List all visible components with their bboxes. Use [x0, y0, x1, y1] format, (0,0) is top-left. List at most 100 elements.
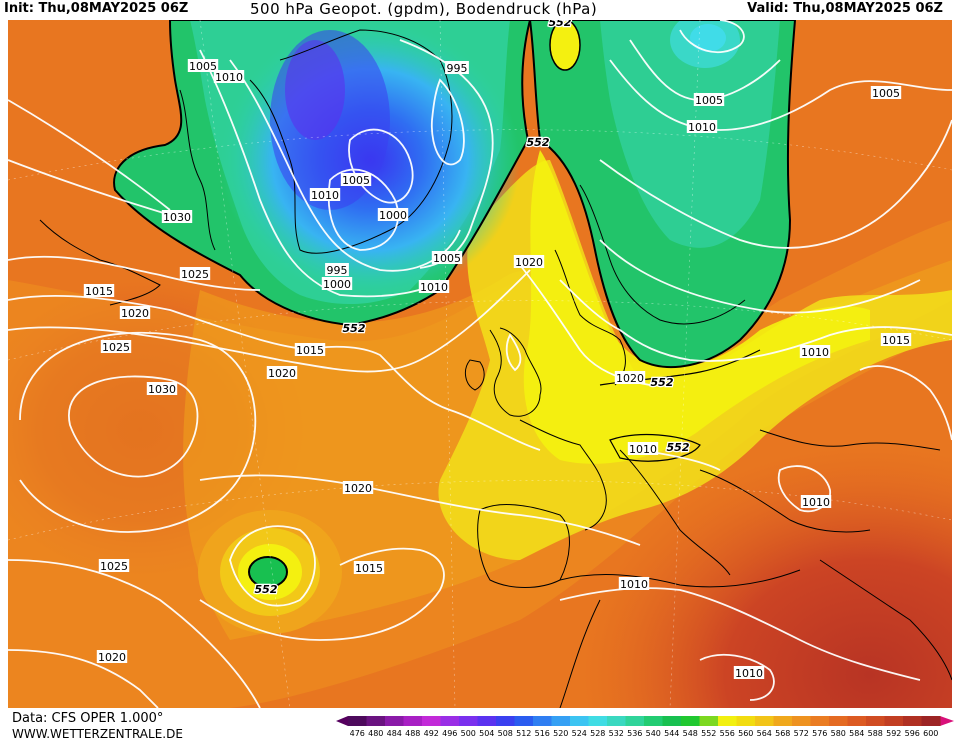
legend-swatch	[348, 716, 367, 726]
isobar-label: 1010	[799, 345, 831, 359]
isobar-label: 1010	[418, 280, 450, 294]
legend-tick-label: 584	[849, 729, 864, 738]
map-title: 500 hPa Geopot. (gpdm), Bodendruck (hPa)	[250, 0, 598, 18]
legend-swatch	[366, 716, 386, 726]
svg-text:1015: 1015	[85, 285, 113, 298]
svg-text:1020: 1020	[515, 256, 543, 269]
svg-text:1010: 1010	[629, 443, 657, 456]
legend-swatch	[736, 716, 756, 726]
isobar-label: 1020	[342, 481, 374, 495]
legend-swatch	[884, 716, 904, 726]
legend-swatch	[496, 716, 515, 726]
isobar-label: 1005	[187, 59, 219, 73]
legend-tick-label: 528	[590, 729, 605, 738]
svg-text:1005: 1005	[342, 174, 370, 187]
isobar-label: 1005	[693, 93, 725, 107]
isobar-label: 995	[325, 263, 349, 277]
legend-tick-label: 512	[516, 729, 531, 738]
isobar-label: 1005	[870, 86, 902, 100]
legend-tick-label: 532	[609, 729, 624, 738]
svg-text:1005: 1005	[695, 94, 723, 107]
legend-swatch	[847, 716, 867, 726]
legend-tick-label: 564	[757, 729, 772, 738]
svg-text:1000: 1000	[379, 209, 407, 222]
isobar-label: 1005	[340, 173, 372, 187]
legend-swatch	[773, 716, 793, 726]
svg-text:995: 995	[447, 62, 468, 75]
legend-tick-label: 520	[553, 729, 568, 738]
svg-text:1020: 1020	[344, 482, 372, 495]
legend-swatch	[829, 716, 848, 726]
legend-tick-label: 540	[646, 729, 661, 738]
isobar-label: 1010	[618, 577, 650, 591]
legend-tick-label: 492	[424, 729, 439, 738]
geopotential-label: 552	[527, 136, 550, 149]
isobar-labels: 1005101099510051010100510301010100510001…	[83, 59, 912, 680]
legend-swatch	[422, 716, 441, 726]
svg-text:1015: 1015	[882, 334, 910, 347]
isobar-label: 1010	[733, 666, 765, 680]
isobar-label: 1015	[880, 333, 912, 347]
legend-swatch	[625, 716, 645, 726]
lat-lon-grid	[8, 20, 952, 708]
legend-swatch	[903, 716, 922, 726]
svg-text:1000: 1000	[323, 278, 351, 291]
legend-tick-label: 580	[831, 729, 846, 738]
isobar-label: 1015	[294, 343, 326, 357]
svg-text:995: 995	[327, 264, 348, 277]
legend-tick-label: 484	[387, 729, 402, 738]
isobar-label: 1015	[353, 561, 385, 575]
isobar-label: 1020	[614, 371, 646, 385]
legend-tick-label: 508	[498, 729, 513, 738]
svg-text:1020: 1020	[268, 367, 296, 380]
svg-text:1025: 1025	[100, 560, 128, 573]
legend-swatch	[403, 716, 423, 726]
isobar-label: 1030	[146, 382, 178, 396]
svg-text:1030: 1030	[148, 383, 176, 396]
isobar-label: 1020	[266, 366, 298, 380]
legend-tick-label: 568	[775, 729, 790, 738]
isobar-label: 1015	[83, 284, 115, 298]
isobar-label: 1025	[100, 340, 132, 354]
svg-text:1020: 1020	[121, 307, 149, 320]
legend-tick-label: 524	[572, 729, 587, 738]
legend-tick-label: 588	[868, 729, 883, 738]
legend-tick-label: 572	[794, 729, 809, 738]
legend-tick-label: 552	[701, 729, 716, 738]
isobar-label: 1020	[513, 255, 545, 269]
legend-tick-label: 516	[535, 729, 550, 738]
isobar-label: 1020	[119, 306, 151, 320]
footer-bar: Data: CFS OPER 1.000° WWW.WETTERZENTRALE…	[0, 708, 959, 741]
svg-text:1005: 1005	[433, 252, 461, 265]
map-canvas: 1005101099510051010100510301010100510001…	[8, 20, 952, 708]
svg-text:1020: 1020	[98, 651, 126, 664]
legend-swatch	[588, 716, 608, 726]
valid-time: Valid: Thu,08MAY2025 06Z	[747, 1, 943, 16]
legend-swatch	[810, 716, 830, 726]
svg-text:1005: 1005	[872, 87, 900, 100]
legend-tick-label: 592	[886, 729, 901, 738]
svg-text:1010: 1010	[735, 667, 763, 680]
legend-tick-label: 536	[627, 729, 642, 738]
isobar-label: 995	[445, 61, 469, 75]
legend-tick-label: 496	[442, 729, 457, 738]
data-source: Data: CFS OPER 1.000°	[12, 711, 164, 726]
legend-tick-label: 544	[664, 729, 679, 738]
geopotential-labels: 552 552 552 552 552 552	[253, 20, 691, 597]
geopotential-label: 552	[343, 322, 366, 335]
legend-arrow-right	[940, 716, 954, 726]
isobar-label: 1010	[309, 188, 341, 202]
svg-text:1005: 1005	[189, 60, 217, 73]
svg-text:1020: 1020	[616, 372, 644, 385]
legend-tick-label: 548	[683, 729, 698, 738]
geopotential-label: 552	[651, 376, 674, 389]
isobar-label: 1025	[179, 267, 211, 281]
svg-text:1015: 1015	[355, 562, 383, 575]
isobar-label: 1000	[377, 208, 409, 222]
legend-swatch	[699, 716, 719, 726]
legend-tick-label: 600	[923, 729, 938, 738]
isobar-label: 1010	[627, 442, 659, 456]
legend-tick-label: 500	[461, 729, 476, 738]
isobar-label: 1010	[213, 70, 245, 84]
svg-text:1010: 1010	[215, 71, 243, 84]
